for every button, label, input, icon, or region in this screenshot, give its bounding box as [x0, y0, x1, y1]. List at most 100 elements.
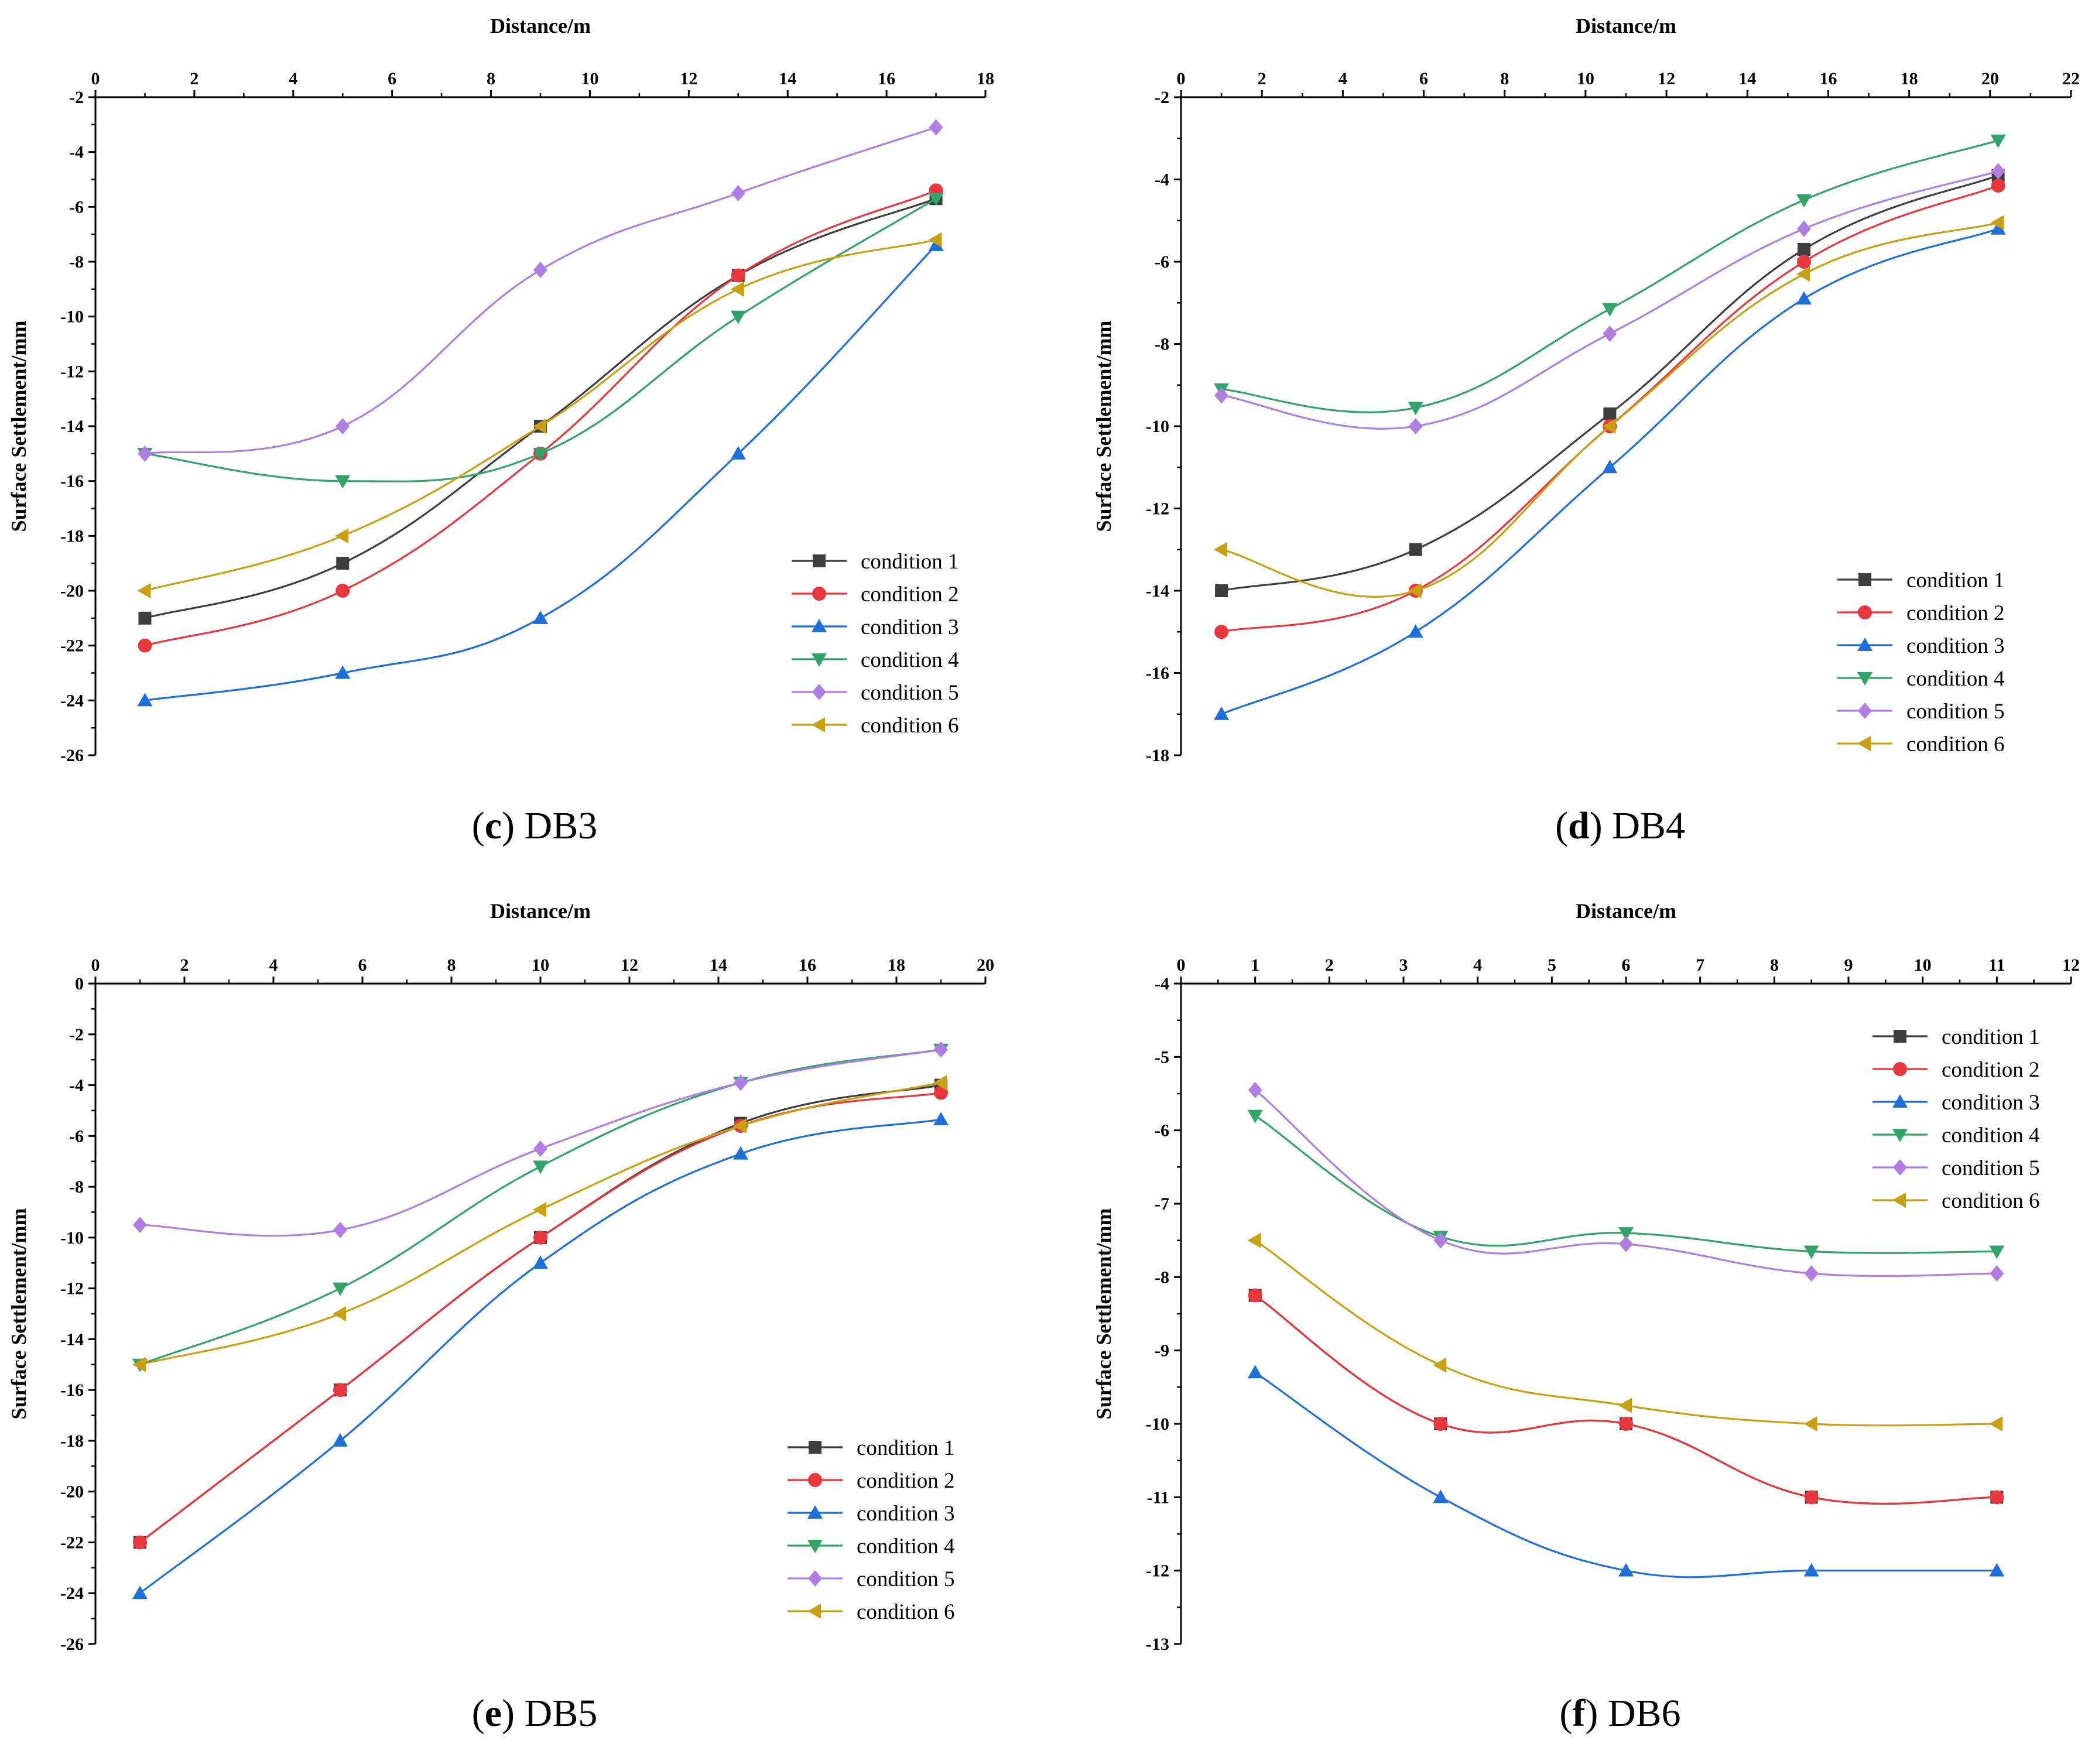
x-axis-title: Distance/m	[1576, 14, 1676, 37]
x-tick-label: 0	[91, 955, 100, 975]
x-tick-label: 8	[1500, 69, 1509, 88]
panel-d: 0 2 4 6 8 10 12 14 16 18 20 22 -2 -4 -6 -8 -10 -12 -14 -16 -…	[1092, 14, 2080, 847]
data-point	[138, 445, 152, 462]
x-tick-label: 8	[447, 955, 456, 975]
y-tick-label: -12	[60, 1279, 84, 1299]
x-tick-label: 7	[1696, 955, 1704, 975]
data-point	[1990, 215, 2004, 231]
legend: condition 1 condition 2 condition 3 conditi…	[1837, 568, 2005, 756]
x-tick-label: 2	[1258, 69, 1266, 88]
y-tick-label: -22	[60, 1533, 84, 1552]
data-point	[1248, 1081, 1262, 1098]
legend-marker	[1894, 1030, 1906, 1043]
y-tick-label: -26	[60, 746, 84, 765]
data-point	[1408, 418, 1423, 434]
x-tick-label: 8	[1770, 955, 1779, 975]
data-point	[1796, 266, 1810, 282]
data-point	[1803, 1563, 1819, 1577]
series-5	[1214, 163, 2005, 434]
legend-marker	[812, 619, 827, 632]
legend-label: condition 1	[857, 1436, 955, 1460]
legend-marker	[808, 1570, 822, 1587]
data-point	[1619, 1235, 1633, 1252]
caption-paren: )	[502, 804, 524, 847]
data-point	[1408, 624, 1423, 638]
y-tick-label: -8	[69, 252, 84, 272]
x-tick-label: 2	[1325, 955, 1334, 975]
caption-letter: c	[485, 804, 502, 847]
legend-marker	[807, 1505, 823, 1519]
legend-marker	[812, 653, 827, 667]
legend-label: condition 5	[857, 1567, 955, 1591]
data-point	[1602, 419, 1616, 434]
legend-label: condition 6	[857, 1600, 955, 1624]
x-tick-label: 5	[1548, 955, 1556, 975]
x-tick-label: 14	[1738, 69, 1756, 88]
x-tick-label: 1	[1251, 955, 1259, 975]
legend-label: condition 3	[1906, 634, 2005, 658]
series-line	[139, 1118, 942, 1594]
panel-caption: (e) DB5	[472, 1692, 597, 1735]
data-point	[333, 1306, 346, 1321]
data-point	[1602, 303, 1618, 317]
panel-f: 0 1 2 3 4 5 6 7 8 9 10 11 12-4-5-6-7-8-9-10-11-12-13…	[1092, 899, 2080, 1735]
data-point	[133, 1217, 147, 1234]
y-tick-label: -14	[60, 1330, 84, 1349]
panel-caption: (f) DB6	[1559, 1692, 1680, 1735]
legend-marker	[1858, 573, 1871, 586]
data-point	[1215, 584, 1228, 597]
x-tick-label: 18	[977, 69, 994, 88]
legend-marker	[812, 717, 825, 732]
x-tick-label: 10	[532, 955, 549, 975]
data-point	[733, 1118, 747, 1133]
data-point	[533, 447, 548, 461]
legend-label: condition 6	[1906, 732, 2005, 756]
data-point	[1804, 1265, 1819, 1282]
series-line	[1254, 1239, 1997, 1427]
y-tick-label: -18	[1146, 746, 1169, 765]
x-axis-title: Distance/m	[490, 899, 591, 923]
data-point	[733, 1146, 748, 1160]
series-line	[1221, 139, 1999, 413]
series-6	[137, 232, 942, 598]
series-2	[138, 183, 943, 653]
data-point	[333, 1433, 348, 1447]
data-point	[1991, 179, 2005, 193]
data-point	[1618, 1227, 1634, 1241]
legend-marker	[1857, 638, 1873, 651]
legend-marker	[1892, 1193, 1906, 1208]
data-point	[1618, 1563, 1634, 1577]
y-tick-label: -12	[1146, 499, 1169, 519]
data-point	[336, 557, 350, 570]
legend-marker	[1893, 1159, 1907, 1176]
caption-letter: f	[1572, 1692, 1586, 1735]
data-point	[132, 1585, 148, 1599]
y-tick-label: -8	[1155, 335, 1169, 354]
caption-name: DB3	[525, 804, 598, 847]
data-point	[1989, 1416, 2003, 1431]
series-3	[132, 1112, 949, 1599]
y-tick-label: -9	[1155, 1341, 1169, 1361]
y-tick-label: -4	[69, 1076, 84, 1095]
data-point	[1433, 1417, 1448, 1431]
x-tick-label: 8	[487, 69, 495, 88]
x-tick-label: 6	[388, 69, 396, 88]
data-point	[1433, 1232, 1448, 1249]
legend-label: condition 3	[861, 615, 959, 639]
data-point	[730, 446, 746, 460]
series-6	[132, 1075, 947, 1372]
y-tick-label: -20	[60, 581, 84, 601]
y-tick-label: -8	[1155, 1268, 1169, 1287]
data-point	[1619, 1417, 1633, 1431]
series-line	[1254, 1294, 1997, 1505]
data-point	[1991, 163, 2005, 180]
data-point	[928, 237, 944, 251]
x-tick-label: 16	[878, 69, 895, 88]
data-point	[335, 475, 351, 489]
y-axis-title: Surface Settlement/mm	[7, 1208, 30, 1420]
data-point	[1990, 1490, 2004, 1505]
y-tick-label: -22	[60, 636, 84, 656]
data-point	[1214, 706, 1230, 720]
data-point	[731, 184, 745, 201]
